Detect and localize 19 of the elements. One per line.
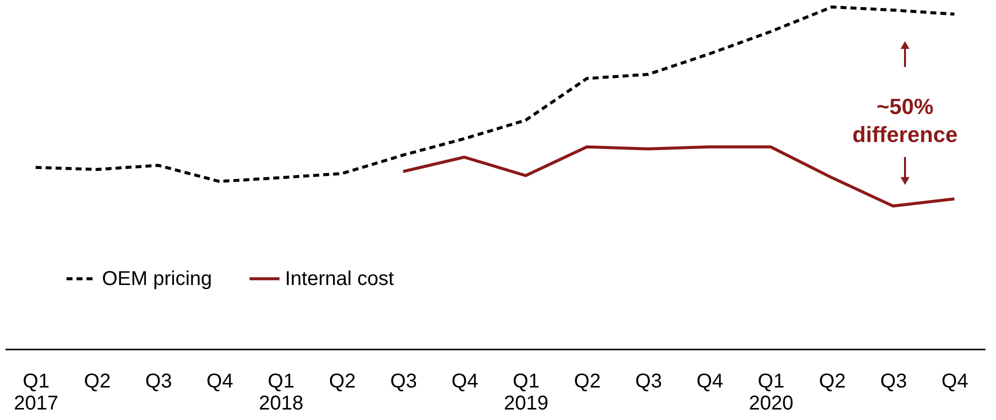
- x-tick-label: Q1 2017: [14, 370, 58, 414]
- x-tick-label: Q2: [574, 370, 601, 392]
- legend-label: OEM pricing: [102, 268, 212, 290]
- annotation: ~50% difference: [852, 94, 958, 147]
- legend-label: Internal cost: [285, 268, 394, 290]
- x-tick-label: Q4: [452, 370, 478, 392]
- x-tick-label: Q2: [84, 370, 111, 392]
- x-tick-label: Q1 2019: [504, 370, 548, 414]
- x-tick-label: Q4: [696, 370, 724, 392]
- x-tick-label: Q2: [329, 370, 356, 392]
- x-tick-label: Q1 2020: [748, 370, 794, 414]
- x-tick-label: Q4: [206, 370, 234, 392]
- x-tick-label: Q2: [819, 370, 846, 392]
- x-tick-label: Q3: [145, 370, 172, 392]
- x-tick-label: Q3: [390, 370, 417, 392]
- x-tick-label: Q1 2018: [258, 370, 304, 414]
- x-tick-label: Q3: [635, 370, 662, 392]
- x-tick-label: Q4: [942, 370, 968, 392]
- x-tick-label: Q3: [880, 370, 907, 392]
